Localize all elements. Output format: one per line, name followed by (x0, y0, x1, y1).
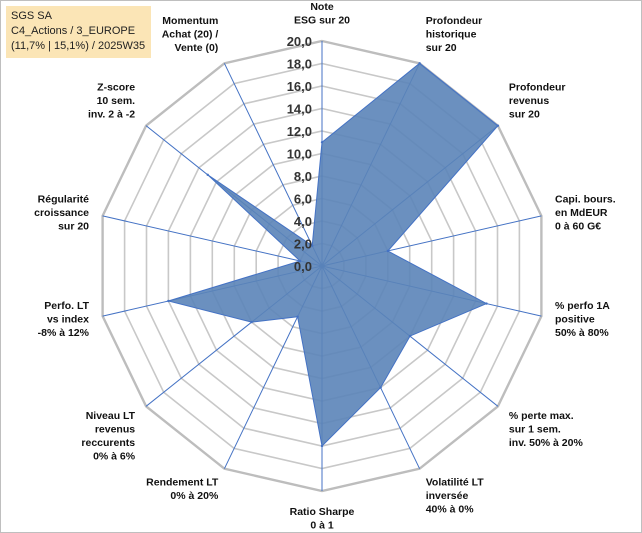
axis-label: Capi. bours. en MdEUR 0 à 60 G€ (555, 194, 616, 233)
axis-label: % perfo 1A positive 50% à 80% (555, 300, 610, 339)
axis-label: Rendement LT 0% à 20% (146, 476, 219, 502)
data-point (386, 249, 389, 253)
data-point (206, 173, 209, 176)
axis-label: Régularité croissance sur 20 (34, 194, 89, 233)
axis-label: Ratio Sharpe 0 à 1 (290, 506, 355, 532)
axis-label: Profondeur historique sur 20 (426, 15, 483, 54)
axis-label: % perte max. sur 1 sem. inv. 50% à 20% (509, 410, 584, 449)
axis-label: Volatilité LT inversée 40% à 0% (426, 476, 485, 515)
data-point (296, 315, 299, 318)
axis-label: Z-score 10 sem. inv. 2 à -2 (88, 82, 135, 121)
radar-series (166, 62, 500, 448)
data-point (418, 62, 421, 65)
data-point (320, 141, 324, 144)
axis-label: Perfo. LT vs index -8% à 12% (38, 300, 90, 339)
axis-spoke (223, 63, 323, 267)
radial-tick-label: 18,0 (287, 57, 312, 72)
radial-tick-labels: 0,0 2,0 4,0 6,0 8,0 10,0 12,0 14,0 16,0 18,0 20,0 (287, 34, 312, 274)
data-point (485, 302, 488, 305)
axis-label: Momentum Achat (20) / Vente (0) (162, 15, 219, 54)
radial-tick-label: 8,0 (294, 169, 312, 184)
radial-tick-label: 16,0 (287, 79, 312, 94)
radial-tick-label: 0,0 (294, 259, 312, 274)
title-line-stats: (11,7% | 15,1%) / 2025W35 (11, 40, 146, 52)
data-point (320, 444, 324, 448)
radial-tick-label: 6,0 (294, 192, 312, 207)
radial-tick-label: 20,0 (287, 34, 312, 49)
data-point (311, 244, 314, 247)
axis-spoke (102, 215, 323, 267)
title-box: SGS SA C4_Actions / 3_EUROPE (11,7% | 15… (6, 6, 152, 58)
axis-label: Profondeur revenus sur 20 (509, 82, 566, 121)
data-point (408, 334, 412, 338)
title-line-company: SGS SA (11, 10, 52, 22)
radial-tick-label: 14,0 (287, 102, 312, 117)
radial-tick-label: 10,0 (287, 147, 312, 162)
axis-label: Note ESG sur 20 (294, 1, 350, 27)
data-point (167, 299, 170, 303)
data-point (379, 386, 382, 389)
radial-tick-label: 2,0 (294, 237, 312, 252)
title-line-category: C4_Actions / 3_EUROPE (11, 25, 136, 37)
axis-label: Niveau LT revenus reccurents 0% à 6% (81, 410, 135, 463)
data-point (298, 259, 302, 263)
radial-tick-label: 12,0 (287, 124, 312, 139)
data-point (496, 124, 500, 127)
radial-tick-label: 4,0 (294, 214, 312, 229)
axis-labels: Note ESG sur 20 Profondeur historique sur 20… (34, 1, 616, 532)
data-point (250, 320, 253, 324)
